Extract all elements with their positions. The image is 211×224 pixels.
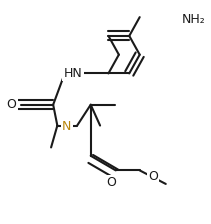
Text: O: O [148,170,158,183]
Text: N: N [62,120,71,133]
Text: O: O [107,176,116,190]
Text: O: O [7,98,16,111]
Text: HN: HN [64,67,82,80]
Text: NH₂: NH₂ [181,13,205,26]
